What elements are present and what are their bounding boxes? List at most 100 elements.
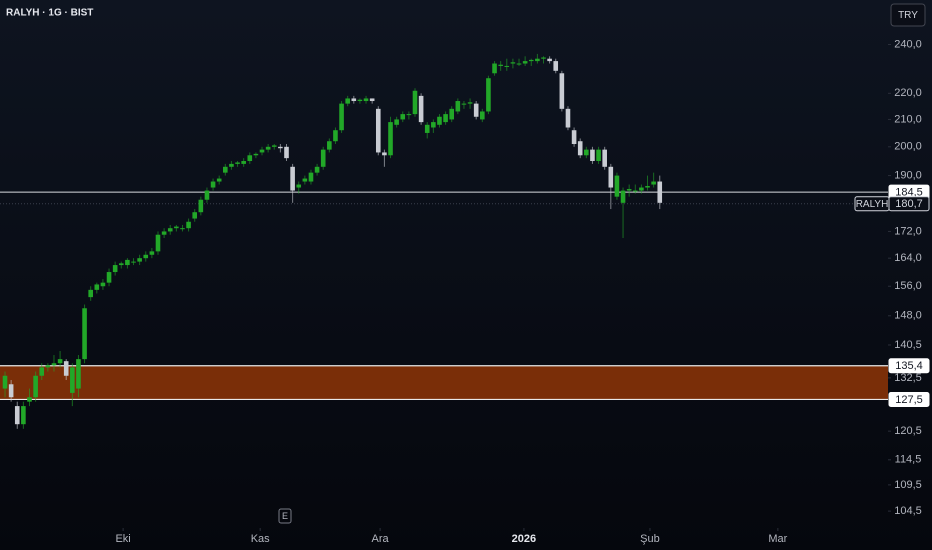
candle-body: [443, 114, 448, 123]
candle-body: [216, 178, 222, 182]
currency-button[interactable]: [890, 3, 926, 27]
candle-body: [375, 108, 381, 153]
event-label[interactable]: E: [282, 511, 288, 521]
candle-body: [473, 103, 479, 117]
candle-body: [571, 130, 577, 145]
candle-body: [247, 155, 253, 162]
price-label: 180,7: [895, 198, 923, 210]
candle-body: [186, 221, 191, 229]
candle-body: [651, 181, 656, 185]
candle-body: [412, 90, 418, 115]
y-tick-label: 172,0: [894, 225, 922, 237]
y-tick-label: 120,5: [894, 425, 922, 437]
candle-body: [388, 122, 393, 156]
candle-body: [198, 199, 204, 213]
x-tick-label: Mar: [768, 533, 787, 545]
y-tick-label: 104,5: [894, 505, 922, 517]
event-marker[interactable]: [278, 508, 292, 524]
chart-title: RALYH · 1G · BIST: [6, 8, 93, 19]
candle-body: [106, 272, 112, 283]
x-tick-label: Şub: [640, 533, 660, 545]
candle-body: [143, 254, 149, 259]
candle-body: [382, 152, 387, 156]
candle-body: [290, 166, 295, 191]
candle-body: [296, 184, 302, 188]
price-label: 184,5: [895, 186, 923, 198]
candle-body: [131, 261, 136, 263]
y-tick-label: 200,0: [894, 141, 922, 153]
candle-body: [167, 228, 173, 232]
candle-body: [400, 114, 406, 120]
candle-body: [577, 141, 583, 156]
candle-body: [265, 146, 271, 150]
candle-body: [76, 359, 81, 389]
candle-body: [553, 61, 559, 71]
candle-body: [639, 187, 644, 191]
candle-body: [528, 59, 534, 62]
candle-body: [596, 149, 601, 162]
candle-body: [480, 111, 485, 120]
candle-body: [8, 384, 14, 398]
candle-body: [498, 64, 503, 66]
y-tick-label: 190,0: [894, 169, 922, 181]
candle-body: [70, 367, 75, 393]
candle-body: [161, 231, 167, 235]
symbol-label: RALYH: [856, 199, 889, 210]
candle-body: [339, 103, 344, 131]
candle-body: [57, 359, 63, 364]
candle-body: [424, 124, 430, 133]
candle-body: [418, 95, 424, 123]
candle-body: [88, 289, 93, 298]
candle-body: [210, 181, 216, 188]
candle-body: [100, 282, 106, 287]
candle-body: [602, 149, 607, 167]
candle-body: [149, 251, 155, 255]
candle-body: [657, 181, 663, 203]
candle-body: [14, 406, 20, 425]
candle-body: [406, 114, 412, 116]
candle-body: [467, 102, 473, 104]
candle-body: [437, 116, 442, 125]
candle-body: [241, 161, 246, 164]
candle-body: [308, 172, 314, 182]
candle-body: [284, 146, 289, 159]
candle-body: [271, 145, 277, 147]
candle-body: [449, 108, 455, 120]
candle-body: [632, 190, 638, 192]
candle-body: [590, 149, 595, 162]
candle-body: [118, 263, 124, 266]
y-tick-label: 114,5: [895, 454, 922, 466]
price-label-box: [888, 358, 930, 374]
y-tick-label: 140,5: [894, 339, 922, 351]
candle-body: [431, 122, 436, 128]
candle-body: [541, 57, 546, 59]
candle-body: [394, 119, 399, 125]
candle-body: [357, 99, 363, 102]
y-tick-label: 156,0: [894, 280, 922, 292]
candle-body: [302, 178, 308, 182]
y-tick-label: 220,0: [894, 87, 922, 99]
price-label-box: [888, 391, 930, 407]
y-tick-label: 164,0: [894, 252, 922, 264]
candle-body: [82, 308, 87, 360]
candle-body: [192, 212, 198, 219]
candle-body: [51, 363, 57, 366]
candle-body: [584, 149, 589, 156]
candle-body: [516, 63, 522, 65]
candle-body: [535, 58, 540, 62]
candle-body: [235, 162, 240, 164]
candle-body: [351, 98, 357, 102]
candle-body: [27, 397, 32, 402]
candle-body: [94, 284, 100, 290]
candle-body: [63, 361, 69, 376]
candle-body: [137, 258, 142, 262]
candle-body: [608, 166, 614, 188]
candle-body: [614, 175, 620, 197]
candle-body: [320, 149, 326, 167]
candle-body: [180, 228, 185, 230]
currency-label[interactable]: TRY: [898, 10, 918, 21]
candle-body: [253, 153, 259, 156]
